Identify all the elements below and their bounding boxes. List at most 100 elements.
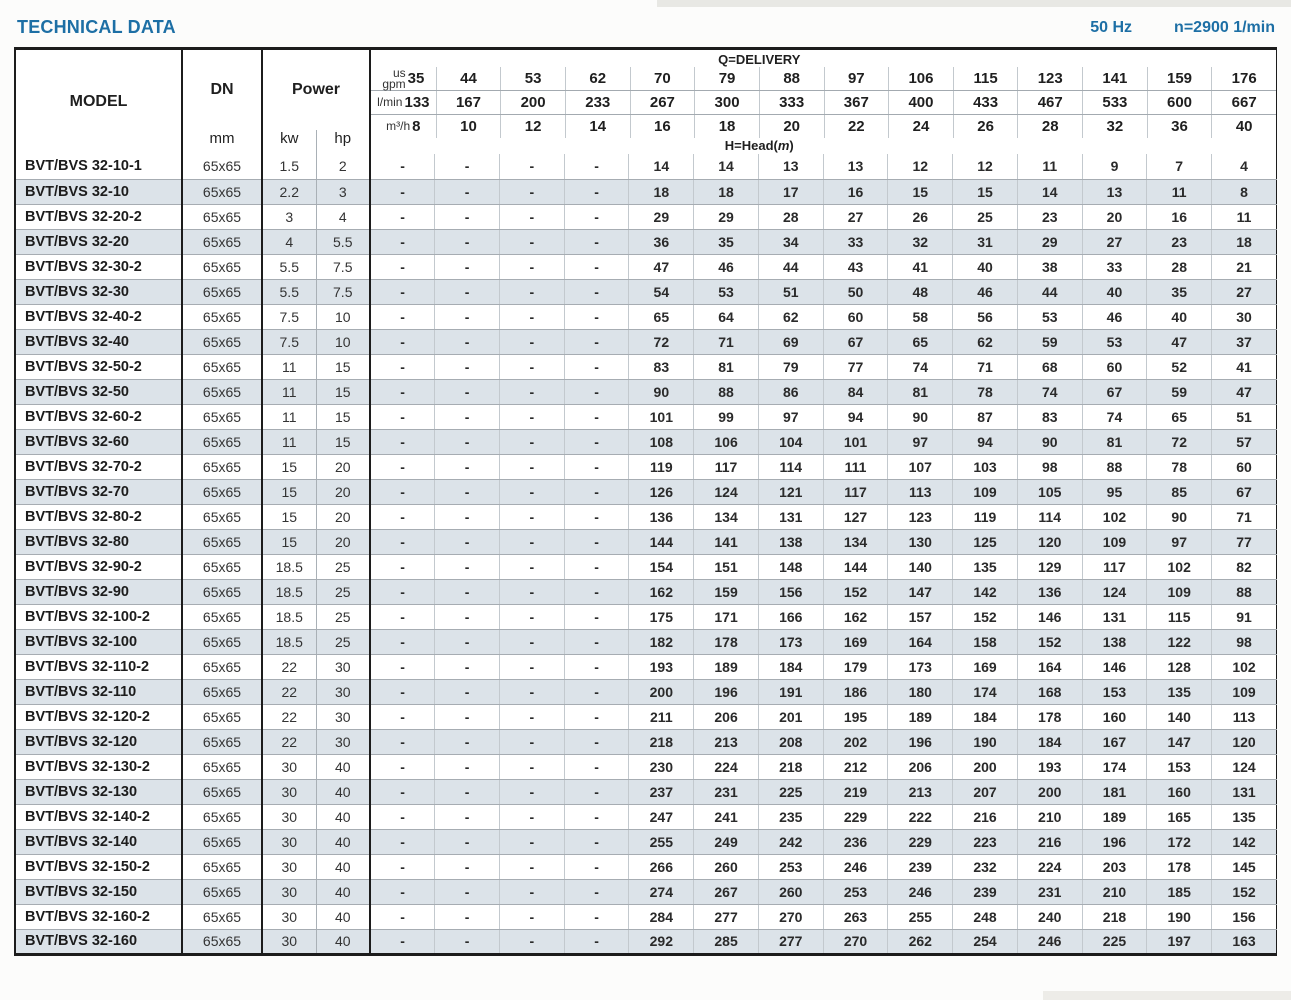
spec-labels: 50 Hz n=2900 1/min	[1090, 19, 1275, 37]
head-value-cell: 33	[1081, 254, 1147, 280]
dn-cell: 65x65	[182, 504, 263, 530]
delivery-value: 79	[718, 70, 736, 87]
head-value-cell: -	[370, 629, 435, 655]
dn-cell: 65x65	[182, 204, 263, 230]
model-cell: BVT/BVS 32-30	[15, 279, 183, 305]
head-value-cell: -	[434, 479, 500, 505]
head-value-cell: 33	[822, 229, 888, 255]
column-header-power: Power kw hp	[262, 48, 372, 154]
head-value-cell: 223	[952, 829, 1018, 855]
head-value-cell: -	[434, 779, 500, 805]
delivery-unit-rows: us gpm 35 44 53 62 70 79 88 97 106 115 123 141 159 176 l…	[371, 67, 1276, 138]
hp-cell: 15	[316, 354, 372, 380]
head-value-cell: 11	[1146, 179, 1212, 205]
model-cell: BVT/BVS 32-100	[15, 629, 183, 655]
delivery-unit-row: us gpm 35 44 53 62 70 79 88 97 106 115 123 141 159 176	[371, 67, 1276, 91]
head-value-cell: 224	[693, 754, 759, 780]
head-value-cell: 195	[822, 704, 888, 730]
head-value-cell: -	[498, 704, 565, 730]
table-row: BVT/BVS 32-50 65x65 11 15- - - -90 88 86 84 81 78 74…	[15, 379, 1277, 405]
head-value-cell: -	[434, 504, 500, 530]
head-value-cell: 255	[628, 829, 694, 855]
head-value-cell: 240	[1016, 904, 1083, 930]
table-row: BVT/BVS 32-160-2 65x65 30 40- - - -284 277 270 26…	[15, 904, 1277, 930]
head-value-cell: 206	[693, 704, 759, 730]
head-value-cell: -	[498, 329, 565, 355]
head-value-cell: 101	[822, 429, 888, 455]
head-value-cell: -	[563, 204, 629, 230]
dn-cell: 65x65	[182, 604, 263, 630]
head-value-cell: 57	[1211, 429, 1277, 455]
head-value-cell: -	[563, 404, 629, 430]
head-value-cell: -	[370, 804, 435, 830]
head-value-cell: -	[563, 779, 629, 805]
delivery-header-value: 300	[694, 91, 759, 114]
head-value-cell: 65	[628, 304, 694, 330]
dn-cell: 65x65	[182, 879, 263, 905]
hp-cell: 30	[316, 704, 372, 730]
table-row: BVT/BVS 32-20-2 65x65 3 4- - - -29 29 28 27 26 25 23…	[15, 204, 1277, 230]
head-value-cell: -	[370, 329, 435, 355]
head-value-cell: -	[563, 554, 629, 580]
head-value-cell: 236	[822, 829, 888, 855]
head-value-cell: 212	[822, 754, 888, 780]
delivery-header-value: 26	[952, 115, 1018, 138]
head-value-cell: 124	[1081, 579, 1147, 605]
table-row: BVT/BVS 32-160 65x65 30 40- - - -292 285 277 270 2…	[15, 929, 1277, 955]
head-value-cell: -	[370, 554, 435, 580]
table-row: BVT/BVS 32-20 65x65 4 5.5- - - -36 35 34 33 32 31 29…	[15, 229, 1277, 255]
delivery-header-value: 44	[435, 67, 501, 90]
delivery-value: 70	[654, 70, 671, 87]
delivery-value: 400	[908, 94, 934, 111]
delivery-value: 667	[1231, 94, 1257, 111]
table-row: BVT/BVS 32-90 65x65 18.5 25- - - -162 159 156 152…	[15, 579, 1277, 605]
head-value-cell: 142	[1211, 829, 1277, 855]
delivery-value: 10	[460, 118, 477, 135]
flow-unit-label-bottom: gpm	[382, 76, 406, 91]
head-value-cell: 114	[1016, 504, 1083, 530]
head-value-cell: 36	[628, 229, 694, 255]
head-value-cell: 13	[1081, 179, 1147, 205]
head-value-cell: -	[370, 404, 435, 430]
head-value-cell: 164	[1016, 654, 1083, 680]
head-value-cell: 16	[1146, 204, 1212, 230]
head-value-cell: 136	[628, 504, 694, 530]
kw-cell: 18.5	[262, 554, 317, 580]
head-value-cell: 142	[952, 579, 1018, 605]
head-value-cell: 113	[1211, 704, 1277, 730]
head-value-cell: -	[370, 654, 435, 680]
head-value-cell: 97	[887, 429, 953, 455]
kw-cell: 5.5	[262, 279, 317, 305]
head-value-cell: 213	[693, 729, 759, 755]
hp-cell: 25	[316, 629, 372, 655]
head-value-cell: 117	[693, 454, 759, 480]
delivery-header-value: 28	[1017, 115, 1082, 138]
delivery-value: 40	[1235, 118, 1253, 135]
table-header-row: MODEL DN mm Power kw hp	[15, 48, 1277, 154]
head-value-cell: -	[370, 854, 435, 880]
head-value-cell: 153	[1146, 754, 1212, 780]
head-value-cell: 179	[822, 654, 888, 680]
head-value-cell: 83	[1016, 404, 1083, 430]
head-value-cell: -	[498, 604, 565, 630]
head-value-cell: 218	[757, 754, 824, 780]
head-value-cell: 109	[1146, 579, 1212, 605]
head-value-cell: -	[563, 879, 629, 905]
dn-cell: 65x65	[182, 654, 263, 680]
head-value-cell: 152	[1211, 879, 1277, 905]
head-value-cell: 109	[952, 479, 1018, 505]
head-value-cell: 196	[887, 729, 953, 755]
delivery-header-value: 70	[629, 67, 695, 90]
head-value-cell: 71	[952, 354, 1018, 380]
head-value-cell: 28	[757, 204, 824, 230]
head-value-cell: -	[563, 479, 629, 505]
head-value-cell: 140	[887, 554, 953, 580]
head-value-cell: 184	[952, 704, 1018, 730]
table-row: BVT/BVS 32-110-2 65x65 22 30- - - -193 189 184 17…	[15, 654, 1277, 680]
delivery-header-value: 159	[1146, 67, 1212, 90]
head-value-cell: 222	[887, 804, 953, 830]
hp-cell: 40	[316, 779, 372, 805]
table-row: BVT/BVS 32-70 65x65 15 20- - - -126 124 121 117 11…	[15, 479, 1277, 505]
head-value-cell: -	[434, 554, 500, 580]
head-value-cell: 136	[1016, 579, 1083, 605]
